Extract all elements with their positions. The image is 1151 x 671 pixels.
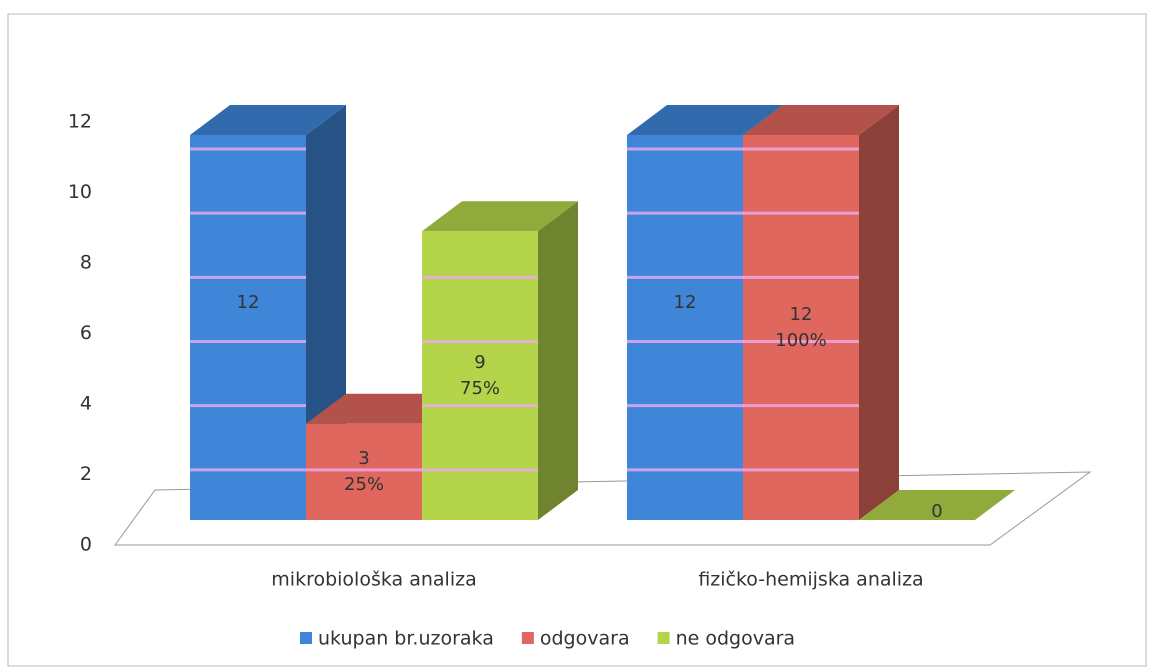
- floor: [114, 471, 1092, 546]
- bar-top: [627, 105, 783, 135]
- legend-swatch: [521, 632, 534, 644]
- bar-side: [538, 201, 578, 520]
- data-label: 12: [236, 291, 260, 313]
- bar: [743, 135, 859, 520]
- legend-label: ukupan br.uzoraka: [318, 628, 494, 650]
- y-tick-label: 6: [80, 322, 92, 344]
- y-tick-label: 2: [80, 463, 92, 485]
- bar-side: [859, 105, 899, 520]
- x-tick-label: fizičko-hemijska analiza: [698, 569, 923, 591]
- legend-swatch: [300, 632, 312, 644]
- y-tick-label: 10: [68, 181, 92, 203]
- bar-top: [422, 201, 578, 232]
- y-tick-label: 12: [68, 111, 92, 133]
- bar: [190, 135, 306, 520]
- legend-swatch: [657, 632, 670, 644]
- legend-label: odgovara: [540, 628, 630, 650]
- data-label: 12 100%: [775, 303, 827, 351]
- frame: [7, 13, 1147, 667]
- data-label: 9 75%: [459, 351, 501, 399]
- bar: [306, 423, 422, 520]
- bar: [422, 231, 538, 520]
- y-tick-label: 4: [80, 393, 92, 415]
- bar-top: [859, 490, 1015, 520]
- bar-top: [743, 105, 899, 135]
- x-tick-label: mikrobiološka analiza: [271, 569, 476, 591]
- legend-label: ne odgovara: [676, 628, 795, 650]
- bar: [627, 135, 743, 520]
- y-tick-label: 0: [80, 534, 92, 556]
- data-label: 12: [673, 291, 697, 313]
- y-tick-label: 8: [80, 252, 92, 274]
- data-label: 0: [931, 501, 943, 522]
- data-label: 3 25%: [343, 447, 385, 495]
- bar-top: [190, 105, 346, 135]
